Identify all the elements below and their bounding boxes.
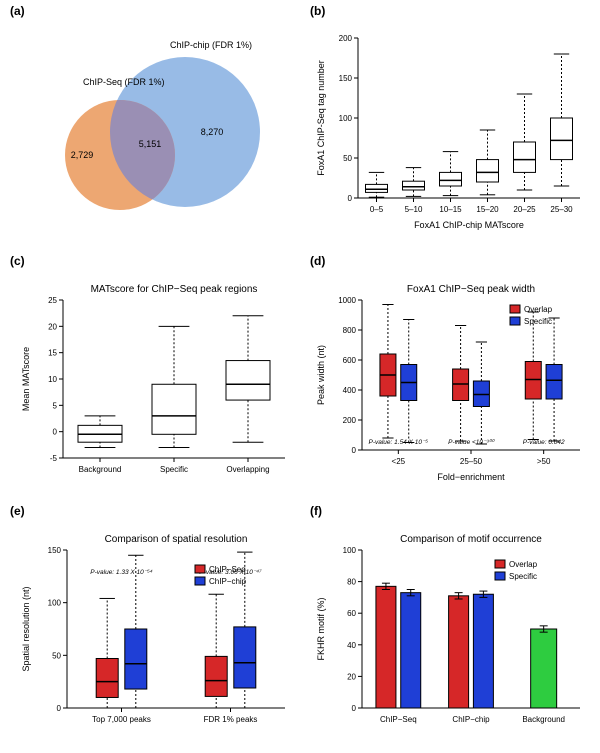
- svg-text:50: 50: [52, 651, 61, 660]
- svg-text:200: 200: [339, 34, 353, 43]
- svg-text:MATscore for ChIP−Seq peak reg: MATscore for ChIP−Seq peak regions: [91, 284, 258, 295]
- panel-label-d: (d): [310, 254, 325, 268]
- panel-label-e: (e): [10, 504, 25, 518]
- svg-text:0: 0: [57, 704, 62, 713]
- svg-text:100: 100: [48, 599, 62, 608]
- svg-text:20: 20: [347, 672, 356, 681]
- svg-text:25–30: 25–30: [550, 205, 573, 214]
- svg-text:P-value <10⁻³⁰⁰: P-value <10⁻³⁰⁰: [448, 439, 495, 446]
- svg-text:150: 150: [339, 74, 353, 83]
- venn-chart: ChIP-Seq (FDR 1%) ChIP-chip (FDR 1%) 2,729…: [15, 20, 295, 240]
- svg-text:2,729: 2,729: [71, 150, 94, 160]
- svg-text:25–50: 25–50: [460, 457, 483, 466]
- svg-text:FoxA1 ChIP−Seq peak width: FoxA1 ChIP−Seq peak width: [407, 284, 535, 295]
- svg-text:FKHR motif (%): FKHR motif (%): [316, 597, 326, 660]
- svg-text:FoxA1 ChIP-chip MATscore: FoxA1 ChIP-chip MATscore: [414, 220, 524, 230]
- svg-text:400: 400: [343, 386, 357, 395]
- svg-text:150: 150: [48, 546, 62, 555]
- svg-text:40: 40: [347, 641, 356, 650]
- svg-text:Fold−enrichment: Fold−enrichment: [437, 472, 505, 482]
- svg-text:15–20: 15–20: [476, 205, 499, 214]
- panel-label-f: (f): [310, 504, 322, 518]
- svg-text:ChIP−Seq: ChIP−Seq: [380, 715, 417, 724]
- panel-label-a: (a): [10, 4, 25, 18]
- panel-label-b: (b): [310, 4, 325, 18]
- svg-text:10: 10: [48, 375, 57, 384]
- svg-text:>50: >50: [537, 457, 551, 466]
- svg-text:600: 600: [343, 356, 357, 365]
- svg-text:FDR 1% peaks: FDR 1% peaks: [204, 715, 258, 724]
- panel-label-c: (c): [10, 254, 25, 268]
- svg-text:80: 80: [347, 578, 356, 587]
- svg-text:50: 50: [343, 154, 352, 163]
- svg-text:5–10: 5–10: [405, 205, 423, 214]
- svg-text:Background: Background: [79, 465, 122, 474]
- svg-text:800: 800: [343, 326, 357, 335]
- svg-text:Mean MATscore: Mean MATscore: [21, 347, 31, 411]
- svg-text:-5: -5: [50, 454, 58, 463]
- svg-text:ChIP−Seq: ChIP−Seq: [209, 565, 246, 574]
- svg-text:Overlap: Overlap: [509, 560, 538, 569]
- svg-text:15: 15: [48, 349, 57, 358]
- svg-text:Overlap: Overlap: [524, 305, 553, 314]
- svg-text:Specific: Specific: [160, 465, 188, 474]
- svg-text:0–5: 0–5: [370, 205, 384, 214]
- svg-text:Background: Background: [522, 715, 565, 724]
- svg-text:5: 5: [53, 401, 58, 410]
- svg-text:100: 100: [339, 114, 353, 123]
- svg-text:P-value: 1.33 X 10⁻⁵⁴: P-value: 1.33 X 10⁻⁵⁴: [90, 569, 153, 576]
- boxplot-e: 0 50 100 150 Top 7,000 peaks FDR 1% peaks Spat…: [15, 520, 295, 745]
- svg-text:Specific: Specific: [509, 572, 537, 581]
- svg-text:ChIP-chip (FDR 1%): ChIP-chip (FDR 1%): [170, 40, 252, 50]
- boxplot-d: 0 200 400 600 800 1000 <25 25–50 >50 Fold−enrichm…: [310, 270, 590, 490]
- svg-text:5,151: 5,151: [139, 139, 162, 149]
- svg-text:Overlapping: Overlapping: [226, 465, 269, 474]
- svg-text:Specific: Specific: [524, 317, 552, 326]
- svg-text:20–25: 20–25: [513, 205, 536, 214]
- svg-text:0: 0: [352, 704, 357, 713]
- svg-text:1000: 1000: [338, 296, 356, 305]
- svg-text:Comparison of spatial resoluti: Comparison of spatial resolution: [105, 534, 248, 545]
- svg-text:<25: <25: [392, 457, 406, 466]
- svg-text:25: 25: [48, 296, 57, 305]
- svg-text:10–15: 10–15: [439, 205, 462, 214]
- svg-text:Spatial resolution (nt): Spatial resolution (nt): [21, 586, 31, 671]
- svg-text:Top 7,000 peaks: Top 7,000 peaks: [92, 715, 151, 724]
- svg-text:P-value: 0.042: P-value: 0.042: [523, 439, 565, 446]
- svg-text:200: 200: [343, 416, 357, 425]
- svg-text:ChIP−chip: ChIP−chip: [209, 577, 247, 586]
- svg-text:ChIP−chip: ChIP−chip: [452, 715, 490, 724]
- svg-text:Peak width (nt): Peak width (nt): [316, 345, 326, 405]
- svg-text:Comparison of motif occurrence: Comparison of motif occurrence: [400, 534, 542, 545]
- boxplot-b: 0 50 100 150 200 0–5 5–10 10–15 15–20 20–25 25–30 F…: [310, 20, 590, 240]
- svg-text:P-value: 1.54 X 10⁻⁵: P-value: 1.54 X 10⁻⁵: [369, 439, 429, 446]
- svg-text:0: 0: [352, 446, 357, 455]
- svg-text:ChIP-Seq (FDR 1%): ChIP-Seq (FDR 1%): [83, 77, 165, 87]
- svg-text:20: 20: [48, 322, 57, 331]
- bar-f: 0 20 40 60 80 100 FKHR motif (%) Comparison of …: [310, 520, 590, 745]
- svg-text:0: 0: [348, 194, 353, 203]
- svg-text:8,270: 8,270: [201, 127, 224, 137]
- figure-root: (a) (b) (c) (d) (e) (f) ChIP-Seq (FDR 1%…: [0, 0, 600, 753]
- boxplot-c: -5 0 5 10 15 20 25 Background Specific Overlappin…: [15, 270, 295, 490]
- svg-text:0: 0: [53, 428, 58, 437]
- svg-text:FoxA1 ChIP-Seq tag number: FoxA1 ChIP-Seq tag number: [316, 60, 326, 176]
- svg-text:60: 60: [347, 609, 356, 618]
- svg-text:100: 100: [343, 546, 357, 555]
